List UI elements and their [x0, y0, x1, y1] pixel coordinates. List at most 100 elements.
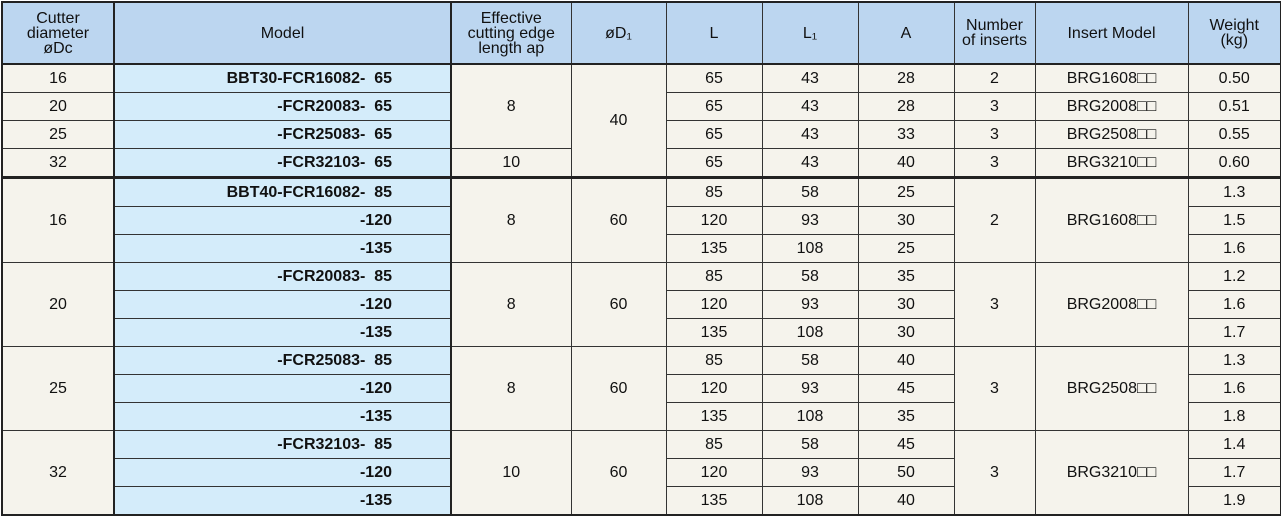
model-cell: -135	[113, 318, 452, 347]
l-cell: 65	[665, 92, 763, 121]
header-number-of-inserts: Number of inserts	[953, 1, 1036, 65]
a-cell: 40	[857, 486, 955, 516]
weight-cell: 1.6	[1187, 374, 1281, 403]
model-cell: -FCR20083- 85	[113, 262, 452, 291]
cutting-length-cell: 8	[450, 346, 572, 431]
insert-model-cell: BRG2508□□	[1034, 346, 1189, 431]
header-row: Cutter diameter øDc Model Effective cutt…	[1, 1, 1281, 65]
inserts-count-cell: 3	[953, 262, 1036, 347]
l-cell: 65	[665, 120, 763, 149]
a-cell: 40	[857, 346, 955, 375]
l1-cell: 108	[761, 318, 859, 347]
table-row: 20 -FCR20083- 65 65 43 28 3 BRG2008□□ 0.51	[1, 92, 1281, 121]
a-cell: 25	[857, 234, 955, 263]
table-row: -135 135 108 30 1.7	[2, 318, 1281, 347]
a-cell: 40	[857, 148, 955, 178]
a-cell: 30	[857, 290, 955, 319]
l1-cell: 93	[761, 290, 859, 319]
l1-cell: 58	[761, 262, 859, 291]
d1-cell: 60	[570, 346, 667, 431]
model-cell: BBT30-FCR16082- 65	[113, 63, 452, 93]
insert-model-cell: BRG2008□□	[1034, 262, 1189, 347]
a-cell: 30	[857, 318, 955, 347]
l-cell: 120	[665, 458, 763, 487]
inserts-count-cell: 3	[953, 148, 1036, 178]
cutting-length-cell: 8	[450, 176, 572, 263]
table-row: 25 -FCR25083- 65 65 43 33 3 BRG2508□□ 0.55	[1, 120, 1281, 149]
l1-cell: 108	[761, 486, 859, 516]
d1-cell: 60	[570, 430, 667, 516]
l1-cell: 43	[761, 63, 859, 93]
l1-cell: 58	[761, 176, 859, 207]
weight-cell: 0.51	[1187, 92, 1281, 121]
a-cell: 33	[857, 120, 955, 149]
d1-cell: 60	[570, 176, 667, 263]
model-cell: -135	[113, 402, 452, 431]
l-cell: 65	[665, 148, 763, 178]
header-cutter-diameter: Cutter diameter øDc	[1, 1, 115, 65]
a-cell: 45	[857, 374, 955, 403]
l1-cell: 58	[761, 430, 859, 459]
weight-cell: 1.8	[1187, 402, 1281, 431]
inserts-count-cell: 3	[953, 346, 1036, 431]
inserts-count-cell: 3	[953, 430, 1036, 516]
cutter-diameter-cell: 16	[1, 63, 115, 93]
insert-model-cell: BRG3210□□	[1034, 430, 1189, 516]
l-cell: 135	[665, 486, 763, 516]
a-cell: 30	[857, 206, 955, 235]
header-insert-model: Insert Model	[1034, 1, 1189, 65]
l-cell: 120	[665, 206, 763, 235]
cutter-diameter-cell: 20	[1, 92, 115, 121]
header-effective-length: Effective cutting edge length ap	[450, 1, 572, 65]
d1-cell: 40	[570, 63, 667, 178]
insert-model-cell: BRG1608□□	[1034, 63, 1189, 93]
l-cell: 135	[665, 402, 763, 431]
inserts-count-cell: 3	[953, 120, 1036, 149]
cutter-diameter-cell: 32	[1, 430, 115, 516]
table-row: 16 BBT40-FCR16082- 85 8 60 85 58 25 2 BRG1608□□ 1…	[1, 176, 1281, 263]
model-cell: -120	[113, 290, 452, 319]
table-row: -120 120 93 45 1.6	[2, 374, 1281, 403]
cutting-length-cell: 8	[450, 63, 572, 149]
model-cell: -FCR32103- 85	[113, 430, 452, 459]
l-cell: 120	[665, 290, 763, 319]
model-cell: -FCR25083- 85	[113, 346, 452, 375]
table-row: 25 -FCR25083- 85 8 60 85 58 40 3 BRG2508□□ 1.3	[1, 346, 1281, 431]
cutter-diameter-cell: 20	[1, 262, 115, 347]
l-cell: 135	[665, 234, 763, 263]
l-cell: 85	[665, 346, 763, 375]
weight-cell: 1.4	[1187, 430, 1281, 459]
cutter-diameter-cell: 32	[1, 148, 115, 178]
weight-cell: 1.6	[1187, 234, 1281, 263]
header-a: A	[857, 1, 955, 65]
header-model: Model	[113, 1, 452, 65]
a-cell: 28	[857, 63, 955, 93]
a-cell: 50	[857, 458, 955, 487]
model-cell: BBT40-FCR16082- 85	[113, 176, 452, 207]
l1-cell: 93	[761, 374, 859, 403]
inserts-count-cell: 2	[953, 176, 1036, 263]
model-cell: -135	[113, 486, 452, 516]
cutting-length-cell: 10	[450, 148, 572, 178]
table-row: 32 -FCR32103- 85 10 60 85 58 45 3 BRG3210□□ 1.4	[1, 430, 1281, 516]
inserts-count-cell: 3	[953, 92, 1036, 121]
insert-model-cell: BRG3210□□	[1034, 148, 1189, 178]
l1-cell: 43	[761, 92, 859, 121]
model-cell: -120	[113, 374, 452, 403]
l1-cell: 58	[761, 346, 859, 375]
a-cell: 28	[857, 92, 955, 121]
table-row: 16 BBT30-FCR16082- 65 8 40 65 43 28 2 BRG1608□□ 0…	[1, 63, 1281, 178]
header-l: L	[665, 1, 763, 65]
cutter-diameter-cell: 25	[1, 120, 115, 149]
header-weight: Weight (kg)	[1187, 1, 1281, 65]
l-cell: 85	[665, 430, 763, 459]
weight-cell: 1.2	[1187, 262, 1281, 291]
l1-cell: 93	[761, 458, 859, 487]
table-row: -135 135 108 40 1.9	[2, 486, 1281, 516]
l-cell: 85	[665, 262, 763, 291]
header-d1: øD₁	[570, 1, 667, 65]
weight-cell: 0.60	[1187, 148, 1281, 178]
weight-cell: 0.55	[1187, 120, 1281, 149]
l-cell: 85	[665, 176, 763, 207]
